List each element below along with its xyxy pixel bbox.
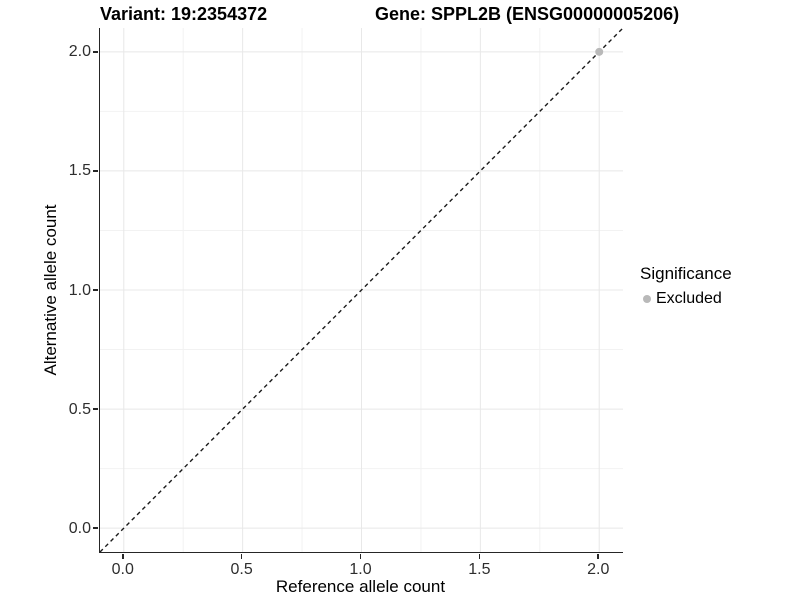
legend: Significance Excluded bbox=[640, 263, 732, 309]
x-axis-label: Reference allele count bbox=[275, 577, 446, 596]
x-tick-label: 1.5 bbox=[468, 561, 491, 578]
plot-panel bbox=[99, 28, 623, 553]
x-tick-label: 1.0 bbox=[349, 561, 372, 578]
x-tick-label: 0.5 bbox=[230, 561, 253, 578]
x-tick-mark bbox=[597, 553, 599, 559]
legend-entry-label: Excluded bbox=[656, 290, 722, 307]
y-tick-mark bbox=[92, 170, 98, 172]
y-tick-label: 1.0 bbox=[68, 281, 91, 299]
y-tick-mark bbox=[92, 408, 98, 410]
x-tick-mark bbox=[478, 553, 481, 559]
y-tick-label: 0.0 bbox=[68, 519, 91, 537]
variant-title: Variant: 19:2354372 bbox=[100, 4, 268, 24]
point-key-icon bbox=[643, 295, 651, 303]
plot-canvas bbox=[100, 28, 623, 552]
identity-line-dashed bbox=[100, 28, 623, 552]
legend-title: Significance bbox=[640, 264, 732, 283]
y-tick-label: 0.5 bbox=[68, 400, 91, 418]
data-point-excluded bbox=[595, 47, 604, 56]
x-tick-label: 2.0 bbox=[587, 561, 610, 578]
x-tick-label: 0.0 bbox=[111, 561, 134, 578]
x-tick-mark bbox=[359, 553, 362, 559]
y-tick-label: 1.5 bbox=[68, 162, 91, 180]
x-tick-mark bbox=[122, 553, 124, 559]
legend-entry-excluded: Excluded bbox=[640, 289, 732, 309]
y-tick-mark bbox=[92, 289, 98, 291]
gene-title: Gene: SPPL2B (ENSG00000005206) bbox=[375, 4, 680, 24]
x-tick-mark bbox=[240, 553, 243, 559]
y-tick-mark bbox=[92, 51, 98, 53]
y-tick-label: 2.0 bbox=[68, 43, 91, 61]
y-tick-mark bbox=[92, 527, 98, 529]
